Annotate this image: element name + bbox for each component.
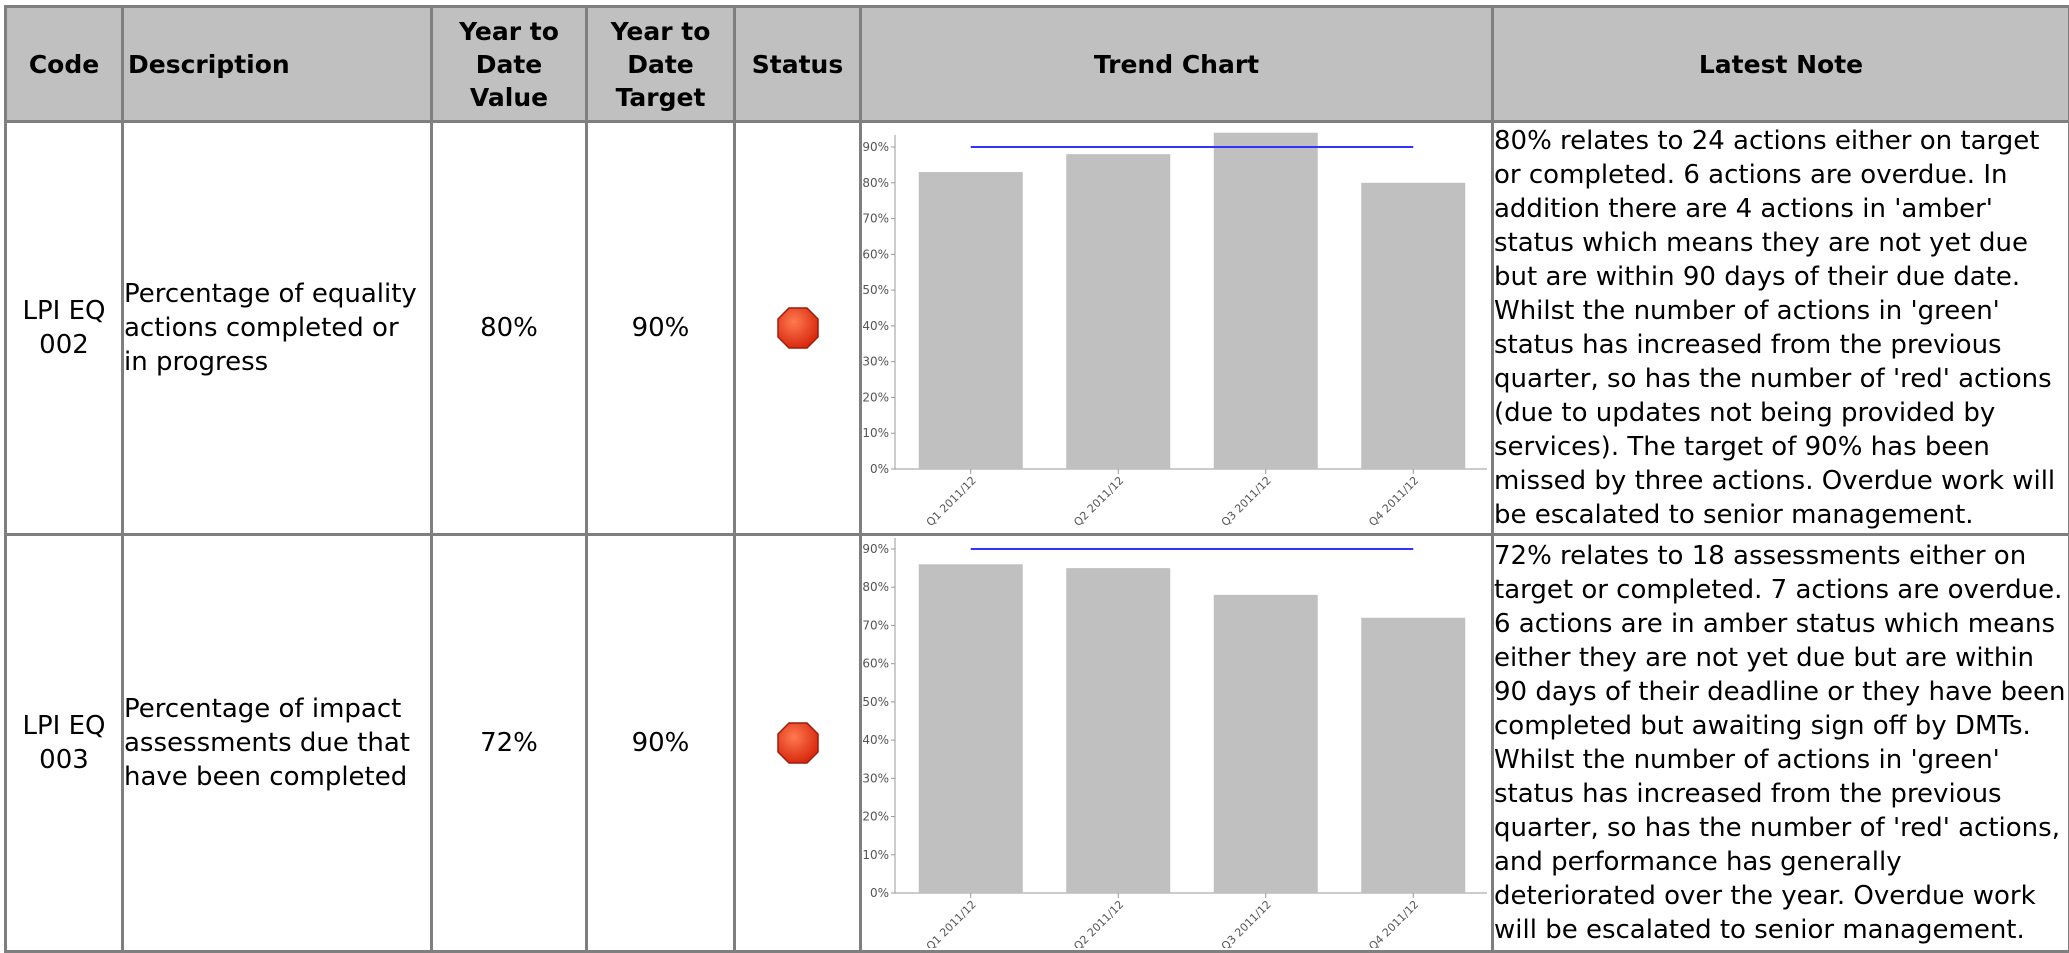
trend-chart: 0% 10% 20% 30% 40% 50% 60% 70% 80% 90% Q1 2011/12 Q… xyxy=(862,538,1492,948)
bar xyxy=(1214,595,1318,893)
x-tick-label: Q1 2011/12 xyxy=(924,898,979,948)
bar xyxy=(1361,618,1465,893)
bar xyxy=(1214,133,1318,469)
bar xyxy=(1361,183,1465,469)
trend-chart: 0% 10% 20% 30% 40% 50% 60% 70% 80% 90% Q1 2011/12 Q… xyxy=(862,124,1492,532)
status-cell xyxy=(735,535,861,952)
x-tick-label: Q3 2011/12 xyxy=(1219,474,1274,529)
ytd-target-cell: 90% xyxy=(587,122,735,535)
red-octagon-icon xyxy=(776,721,820,765)
status-cell xyxy=(735,122,861,535)
header-ytd-value: Year to Date Value xyxy=(432,7,587,122)
x-tick-label: Q1 2011/12 xyxy=(924,474,979,529)
bar xyxy=(1066,154,1170,469)
trend-chart-cell: 0% 10% 20% 30% 40% 50% 60% 70% 80% 90% Q1 2011/12 Q… xyxy=(861,122,1493,535)
kpi-table: Code Description Year to Date Value Year… xyxy=(4,5,2069,953)
y-tick-label: 90% xyxy=(862,140,889,154)
bar xyxy=(1066,568,1170,893)
y-tick-label: 40% xyxy=(862,319,889,333)
ytd-value-cell: 80% xyxy=(432,122,587,535)
y-tick-label: 50% xyxy=(862,283,889,297)
header-ytd-target: Year to Date Target xyxy=(587,7,735,122)
bar xyxy=(919,564,1023,893)
red-octagon-icon xyxy=(776,306,820,350)
y-tick-label: 90% xyxy=(862,542,889,556)
bar xyxy=(919,172,1023,469)
y-tick-label: 70% xyxy=(862,618,889,632)
x-tick-label: Q4 2011/12 xyxy=(1366,898,1421,948)
table-row: LPI EQ 002 Percentage of equality action… xyxy=(6,122,2069,535)
latest-note-cell: 80% relates to 24 actions either on targ… xyxy=(1493,122,2069,535)
description-cell: Percentage of impact assessments due tha… xyxy=(123,535,432,952)
table-row: LPI EQ 003 Percentage of impact assessme… xyxy=(6,535,2069,952)
y-tick-label: 0% xyxy=(870,462,889,476)
code-cell: LPI EQ 002 xyxy=(6,122,123,535)
y-tick-label: 40% xyxy=(862,733,889,747)
y-tick-label: 60% xyxy=(862,247,889,261)
description-cell: Percentage of equality actions completed… xyxy=(123,122,432,535)
header-row: Code Description Year to Date Value Year… xyxy=(6,7,2069,122)
y-tick-label: 80% xyxy=(862,580,889,594)
header-status: Status xyxy=(735,7,861,122)
y-tick-label: 80% xyxy=(862,176,889,190)
y-tick-label: 10% xyxy=(862,426,889,440)
header-code: Code xyxy=(6,7,123,122)
ytd-value-cell: 72% xyxy=(432,535,587,952)
x-tick-label: Q2 2011/12 xyxy=(1071,898,1126,948)
y-tick-label: 0% xyxy=(870,886,889,900)
header-latest-note: Latest Note xyxy=(1493,7,2069,122)
y-tick-label: 20% xyxy=(862,810,889,824)
y-tick-label: 60% xyxy=(862,657,889,671)
code-cell: LPI EQ 003 xyxy=(6,535,123,952)
x-tick-label: Q3 2011/12 xyxy=(1219,898,1274,948)
header-description: Description xyxy=(123,7,432,122)
x-tick-label: Q2 2011/12 xyxy=(1071,474,1126,529)
latest-note-cell: 72% relates to 18 assessments either on … xyxy=(1493,535,2069,952)
y-tick-label: 30% xyxy=(862,771,889,785)
y-tick-label: 70% xyxy=(862,212,889,226)
y-tick-label: 30% xyxy=(862,355,889,369)
ytd-target-cell: 90% xyxy=(587,535,735,952)
y-tick-label: 10% xyxy=(862,848,889,862)
y-tick-label: 20% xyxy=(862,390,889,404)
y-tick-label: 50% xyxy=(862,695,889,709)
trend-chart-cell: 0% 10% 20% 30% 40% 50% 60% 70% 80% 90% Q1 2011/12 Q… xyxy=(861,535,1493,952)
header-trend-chart: Trend Chart xyxy=(861,7,1493,122)
x-tick-label: Q4 2011/12 xyxy=(1366,474,1421,529)
